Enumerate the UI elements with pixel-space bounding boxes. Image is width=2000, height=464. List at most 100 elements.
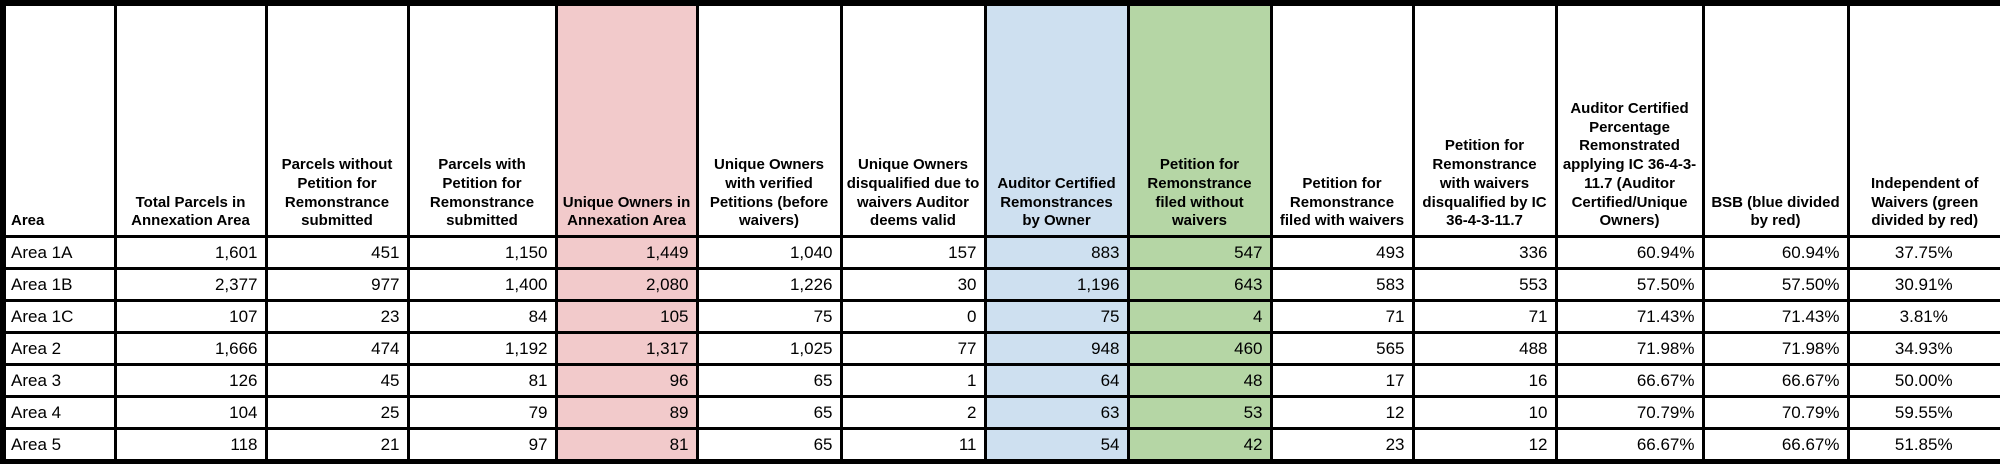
table-cell: 66.67% [1554,363,1705,398]
table-cell: 75 [983,299,1130,334]
table-cell: 21 [264,427,410,464]
table-cell: 97 [406,427,558,464]
table-cell: 1,192 [406,331,558,366]
table-cell: 79 [406,395,558,430]
table-cell: 66.67% [1554,427,1705,464]
table-cell: 336 [1411,235,1558,270]
table-row: Area 1B 2,377 977 1,400 2,080 1,226 30 1,196 643… [1,267,2000,302]
table-cell: 57.50% [1701,267,1850,302]
column-header: Total Parcels in Annexation Area [113,1,268,238]
table-cell: 63 [983,395,1130,430]
table-cell: 71 [1269,299,1415,334]
row-area-label: Area 5 [1,427,117,464]
row-area-label: Area 1B [1,267,117,302]
table-cell: 66.67% [1701,427,1850,464]
table-cell: 12 [1411,427,1558,464]
table-cell: 59.55% [1846,395,2000,430]
row-area-label: Area 1C [1,299,117,334]
table-cell: 1,196 [983,267,1130,302]
table-cell: 1,601 [113,235,268,270]
table-cell: 118 [113,427,268,464]
row-area-label: Area 2 [1,331,117,366]
table-cell: 81 [406,363,558,398]
table-cell: 71.98% [1701,331,1850,366]
table-cell: 16 [1411,363,1558,398]
table-cell: 17 [1269,363,1415,398]
column-header: Auditor Certified Percentage Remonstrate… [1554,1,1705,238]
table-row: Area 1C 107 23 84 105 75 0 75 4 71 71 71.43% 71.43% 3… [1,299,2000,334]
table-cell: 45 [264,363,410,398]
table-cell: 4 [1126,299,1273,334]
column-header: Auditor Certified Remonstrances by Owner [983,1,1130,238]
table-cell: 71 [1411,299,1558,334]
table-cell: 65 [695,395,843,430]
table-cell: 488 [1411,331,1558,366]
table-cell: 2 [839,395,987,430]
table-cell: 0 [839,299,987,334]
table-cell: 50.00% [1846,363,2000,398]
table-cell: 583 [1269,267,1415,302]
table-cell: 60.94% [1701,235,1850,270]
column-header: Petition for Remonstrance filed with wai… [1269,1,1415,238]
table-cell: 71.98% [1554,331,1705,366]
table-cell: 2,377 [113,267,268,302]
column-header: Petition for Remonstrance filed without … [1126,1,1273,238]
table-cell: 547 [1126,235,1273,270]
table-cell: 81 [554,427,699,464]
table-cell: 105 [554,299,699,334]
table-cell: 1,317 [554,331,699,366]
table-cell: 25 [264,395,410,430]
table-cell: 553 [1411,267,1558,302]
table-cell: 1,025 [695,331,843,366]
table-cell: 948 [983,331,1130,366]
table-cell: 1,040 [695,235,843,270]
table-cell: 23 [1269,427,1415,464]
table-cell: 107 [113,299,268,334]
table-cell: 71.43% [1701,299,1850,334]
table-cell: 70.79% [1701,395,1850,430]
table-cell: 84 [406,299,558,334]
table-cell: 75 [695,299,843,334]
table-cell: 12 [1269,395,1415,430]
table-cell: 65 [695,363,843,398]
table-cell: 57.50% [1554,267,1705,302]
table-row: Area 4 104 25 79 89 65 2 63 53 12 10 70.79% 70.79% 59… [1,395,2000,430]
column-header: Parcels without Petition for Remonstranc… [264,1,410,238]
table-cell: 977 [264,267,410,302]
table-cell: 1,666 [113,331,268,366]
table-cell: 1,150 [406,235,558,270]
table-cell: 1,400 [406,267,558,302]
table-cell: 474 [264,331,410,366]
table-header-row: Area Total Parcels in Annexation Area Parc… [1,1,2000,238]
table-cell: 460 [1126,331,1273,366]
table-cell: 53 [1126,395,1273,430]
table-cell: 157 [839,235,987,270]
table-cell: 60.94% [1554,235,1705,270]
table-cell: 65 [695,427,843,464]
table-row: Area 1A 1,601 451 1,150 1,449 1,040 157 883 547 4… [1,235,2000,270]
table-cell: 42 [1126,427,1273,464]
table-row: Area 5 118 21 97 81 65 11 54 42 23 12 66.67% 66.67% 5… [1,427,2000,464]
table-cell: 96 [554,363,699,398]
table-cell: 37.75% [1846,235,2000,270]
table-cell: 451 [264,235,410,270]
column-header: Area [1,1,117,238]
table-cell: 883 [983,235,1130,270]
table-cell: 1 [839,363,987,398]
table-cell: 71.43% [1554,299,1705,334]
table-cell: 1,449 [554,235,699,270]
table-cell: 23 [264,299,410,334]
table-cell: 66.67% [1701,363,1850,398]
column-header: Unique Owners with verified Petitions (b… [695,1,843,238]
row-area-label: Area 4 [1,395,117,430]
column-header: Parcels with Petition for Remonstrance s… [406,1,558,238]
row-area-label: Area 1A [1,235,117,270]
table-cell: 643 [1126,267,1273,302]
table-cell: 126 [113,363,268,398]
column-header: Petition for Remonstrance with waivers d… [1411,1,1558,238]
table-cell: 2,080 [554,267,699,302]
table-cell: 30 [839,267,987,302]
table-cell: 565 [1269,331,1415,366]
